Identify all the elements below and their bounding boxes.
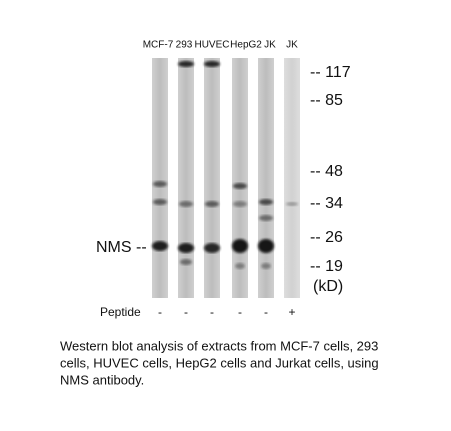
lane	[152, 58, 168, 298]
band	[259, 215, 273, 221]
lane	[258, 58, 274, 298]
peptide-sign: -	[158, 305, 162, 319]
lane-label: HepG2	[230, 40, 262, 51]
caption-line: Western blot analysis of extracts from M…	[60, 338, 378, 353]
marker-label: -- 34	[310, 195, 343, 212]
lane-label: 293	[176, 40, 193, 51]
band	[153, 199, 167, 205]
marker-label: -- 85	[310, 92, 343, 109]
peptide-sign: -	[210, 305, 214, 319]
lane-label: JK	[264, 40, 276, 51]
band	[178, 243, 194, 253]
marker-label: -- 117	[310, 64, 351, 81]
band	[232, 239, 248, 253]
lane	[284, 58, 300, 298]
peptide-sign: -	[238, 305, 242, 319]
marker-label: -- 26	[310, 229, 343, 246]
band	[286, 202, 298, 206]
peptide-label: Peptide	[100, 305, 141, 319]
band	[261, 263, 271, 269]
marker-label: (kD)	[313, 278, 343, 295]
band	[259, 199, 273, 205]
band	[235, 263, 245, 269]
band	[204, 61, 220, 67]
band	[153, 181, 167, 187]
band	[179, 201, 193, 207]
peptide-sign: +	[288, 305, 295, 319]
lane-label: HUVEC	[194, 40, 229, 51]
protein-label: NMS --	[96, 239, 147, 256]
marker-label: -- 48	[310, 163, 343, 180]
marker-label: -- 19	[310, 258, 343, 275]
lane	[232, 58, 248, 298]
caption-line: NMS antibody.	[60, 372, 144, 387]
band	[258, 239, 274, 253]
lane	[178, 58, 194, 298]
band	[233, 201, 247, 207]
peptide-sign: -	[264, 305, 268, 319]
caption-line: cells, HUVEC cells, HepG2 cells and Jurk…	[60, 355, 379, 370]
lane-label: MCF-7	[143, 40, 174, 51]
band	[204, 243, 220, 253]
band	[205, 201, 219, 207]
lane-label: JK	[286, 40, 298, 51]
band	[180, 259, 192, 265]
band	[233, 183, 247, 189]
lane	[204, 58, 220, 298]
band	[152, 241, 168, 251]
peptide-sign: -	[184, 305, 188, 319]
band	[178, 61, 194, 67]
lanes	[152, 58, 300, 298]
